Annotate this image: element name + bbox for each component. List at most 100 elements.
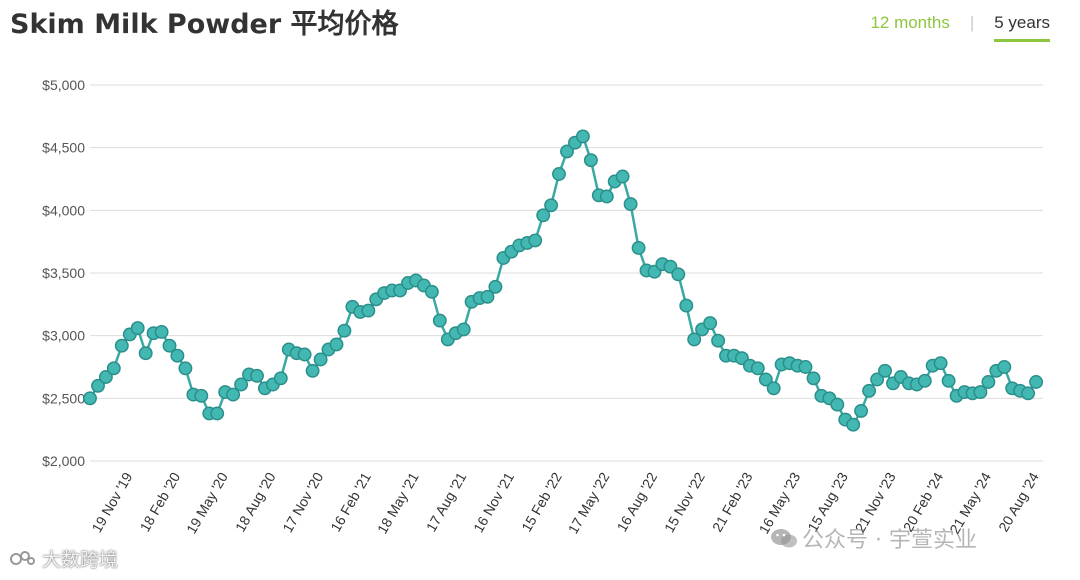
x-tick-label: 18 Aug '20 bbox=[232, 469, 279, 534]
data-point[interactable] bbox=[528, 233, 543, 248]
data-point[interactable] bbox=[623, 197, 638, 212]
data-point[interactable] bbox=[424, 284, 439, 299]
data-point[interactable] bbox=[313, 352, 328, 367]
tab-5-years[interactable]: 5 years bbox=[994, 13, 1050, 42]
data-point[interactable] bbox=[544, 198, 559, 213]
data-point[interactable] bbox=[98, 370, 113, 384]
data-point[interactable] bbox=[114, 338, 129, 353]
data-point[interactable] bbox=[973, 385, 988, 400]
x-tick-label: 17 May '22 bbox=[565, 469, 613, 536]
y-tick-label: $3,000 bbox=[42, 328, 85, 344]
data-point[interactable] bbox=[488, 279, 503, 294]
data-point[interactable] bbox=[234, 377, 249, 392]
data-point[interactable] bbox=[599, 189, 614, 204]
data-point[interactable] bbox=[194, 388, 209, 403]
x-tick-label: 17 Aug '21 bbox=[423, 469, 470, 534]
brand-logo-icon bbox=[10, 549, 36, 569]
x-tick-label: 19 Nov '19 bbox=[88, 469, 135, 535]
data-point[interactable] bbox=[91, 378, 105, 393]
data-point[interactable] bbox=[671, 267, 686, 282]
data-point[interactable] bbox=[337, 323, 352, 338]
data-point[interactable] bbox=[846, 417, 861, 432]
data-point[interactable] bbox=[878, 363, 892, 378]
data-point[interactable] bbox=[154, 324, 169, 339]
data-point[interactable] bbox=[806, 371, 821, 386]
y-tick-label: $2,500 bbox=[42, 390, 85, 406]
x-tick-label: 20 Aug '24 bbox=[995, 469, 1042, 534]
data-point[interactable] bbox=[297, 347, 312, 362]
data-point[interactable] bbox=[750, 361, 765, 376]
data-point[interactable] bbox=[687, 332, 702, 347]
watermark-right: 公众号 · 宇萱实业 bbox=[770, 522, 977, 554]
data-point[interactable] bbox=[933, 356, 948, 371]
tab-12-months[interactable]: 12 months bbox=[870, 13, 950, 32]
data-point[interactable] bbox=[575, 129, 590, 144]
data-point[interactable] bbox=[798, 360, 813, 374]
x-tick-label: 15 Feb '22 bbox=[518, 469, 565, 534]
y-tick-label: $5,000 bbox=[42, 77, 85, 93]
data-point[interactable] bbox=[631, 240, 646, 255]
data-point[interactable] bbox=[766, 381, 781, 396]
data-point[interactable] bbox=[583, 153, 598, 168]
data-point[interactable] bbox=[456, 322, 471, 337]
tab-separator: | bbox=[969, 13, 975, 32]
data-point[interactable] bbox=[862, 383, 877, 398]
data-point[interactable] bbox=[83, 391, 97, 406]
x-tick-label: 19 May '20 bbox=[183, 469, 231, 536]
x-tick-label: 16 Feb '21 bbox=[327, 469, 374, 534]
data-point[interactable] bbox=[1029, 375, 1044, 389]
data-point[interactable] bbox=[305, 363, 320, 378]
x-tick-label: 16 Aug '22 bbox=[614, 469, 661, 534]
wechat-icon bbox=[770, 528, 797, 548]
y-axis-ticks: $2,000 $2,500 $3,000 $3,500 $4,000 $4,500 $5,0… bbox=[42, 77, 85, 469]
data-point[interactable] bbox=[941, 373, 956, 388]
x-tick-label: 15 Nov '22 bbox=[661, 469, 708, 535]
data-point[interactable] bbox=[997, 360, 1012, 374]
data-point[interactable] bbox=[560, 144, 574, 159]
x-tick-label: 21 Feb '23 bbox=[709, 469, 756, 534]
x-tick-label: 17 Nov '20 bbox=[279, 469, 326, 535]
data-point[interactable] bbox=[106, 361, 121, 376]
data-point[interactable] bbox=[917, 373, 932, 388]
data-point[interactable] bbox=[210, 406, 225, 421]
data-point[interactable] bbox=[703, 316, 718, 331]
data-point[interactable] bbox=[162, 338, 177, 353]
data-point[interactable] bbox=[536, 208, 551, 223]
grid-lines bbox=[90, 84, 1043, 462]
data-point[interactable] bbox=[711, 333, 726, 348]
watermark-left-text: 大数跨境 bbox=[42, 549, 119, 571]
data-point[interactable] bbox=[273, 371, 288, 386]
watermark-left: 大数跨境 bbox=[10, 545, 118, 572]
y-tick-label: $4,500 bbox=[42, 140, 85, 156]
x-tick-label: 18 May '21 bbox=[374, 469, 422, 536]
watermark-right-text: 公众号 · 宇萱实业 bbox=[802, 528, 977, 553]
data-point[interactable] bbox=[758, 372, 773, 387]
data-point[interactable] bbox=[178, 361, 193, 376]
data-point[interactable] bbox=[480, 289, 495, 304]
data-point[interactable] bbox=[250, 368, 264, 383]
data-point[interactable] bbox=[130, 321, 145, 336]
data-point[interactable] bbox=[1021, 386, 1036, 401]
data-point[interactable] bbox=[226, 387, 241, 402]
y-tick-label: $4,000 bbox=[42, 202, 85, 218]
data-point[interactable] bbox=[170, 348, 185, 363]
data-point[interactable] bbox=[854, 403, 869, 418]
data-point[interactable] bbox=[870, 372, 885, 387]
data-point[interactable] bbox=[138, 346, 153, 361]
data-point[interactable] bbox=[552, 167, 566, 181]
page-title: Skim Milk Powder 平均价格 bbox=[10, 9, 399, 40]
data-point[interactable] bbox=[830, 397, 845, 412]
series-markers bbox=[83, 129, 1044, 432]
x-tick-label: 18 Feb '20 bbox=[137, 469, 184, 534]
x-tick-label: 16 Nov '21 bbox=[470, 469, 517, 535]
data-point[interactable] bbox=[361, 303, 376, 318]
data-point[interactable] bbox=[432, 313, 447, 328]
data-point[interactable] bbox=[329, 337, 344, 352]
time-range-tabs: 12 months | 5 years bbox=[870, 13, 1050, 42]
data-point[interactable] bbox=[981, 375, 996, 389]
data-point[interactable] bbox=[615, 169, 630, 184]
data-point[interactable] bbox=[679, 298, 694, 313]
y-tick-label: $3,500 bbox=[42, 265, 85, 281]
